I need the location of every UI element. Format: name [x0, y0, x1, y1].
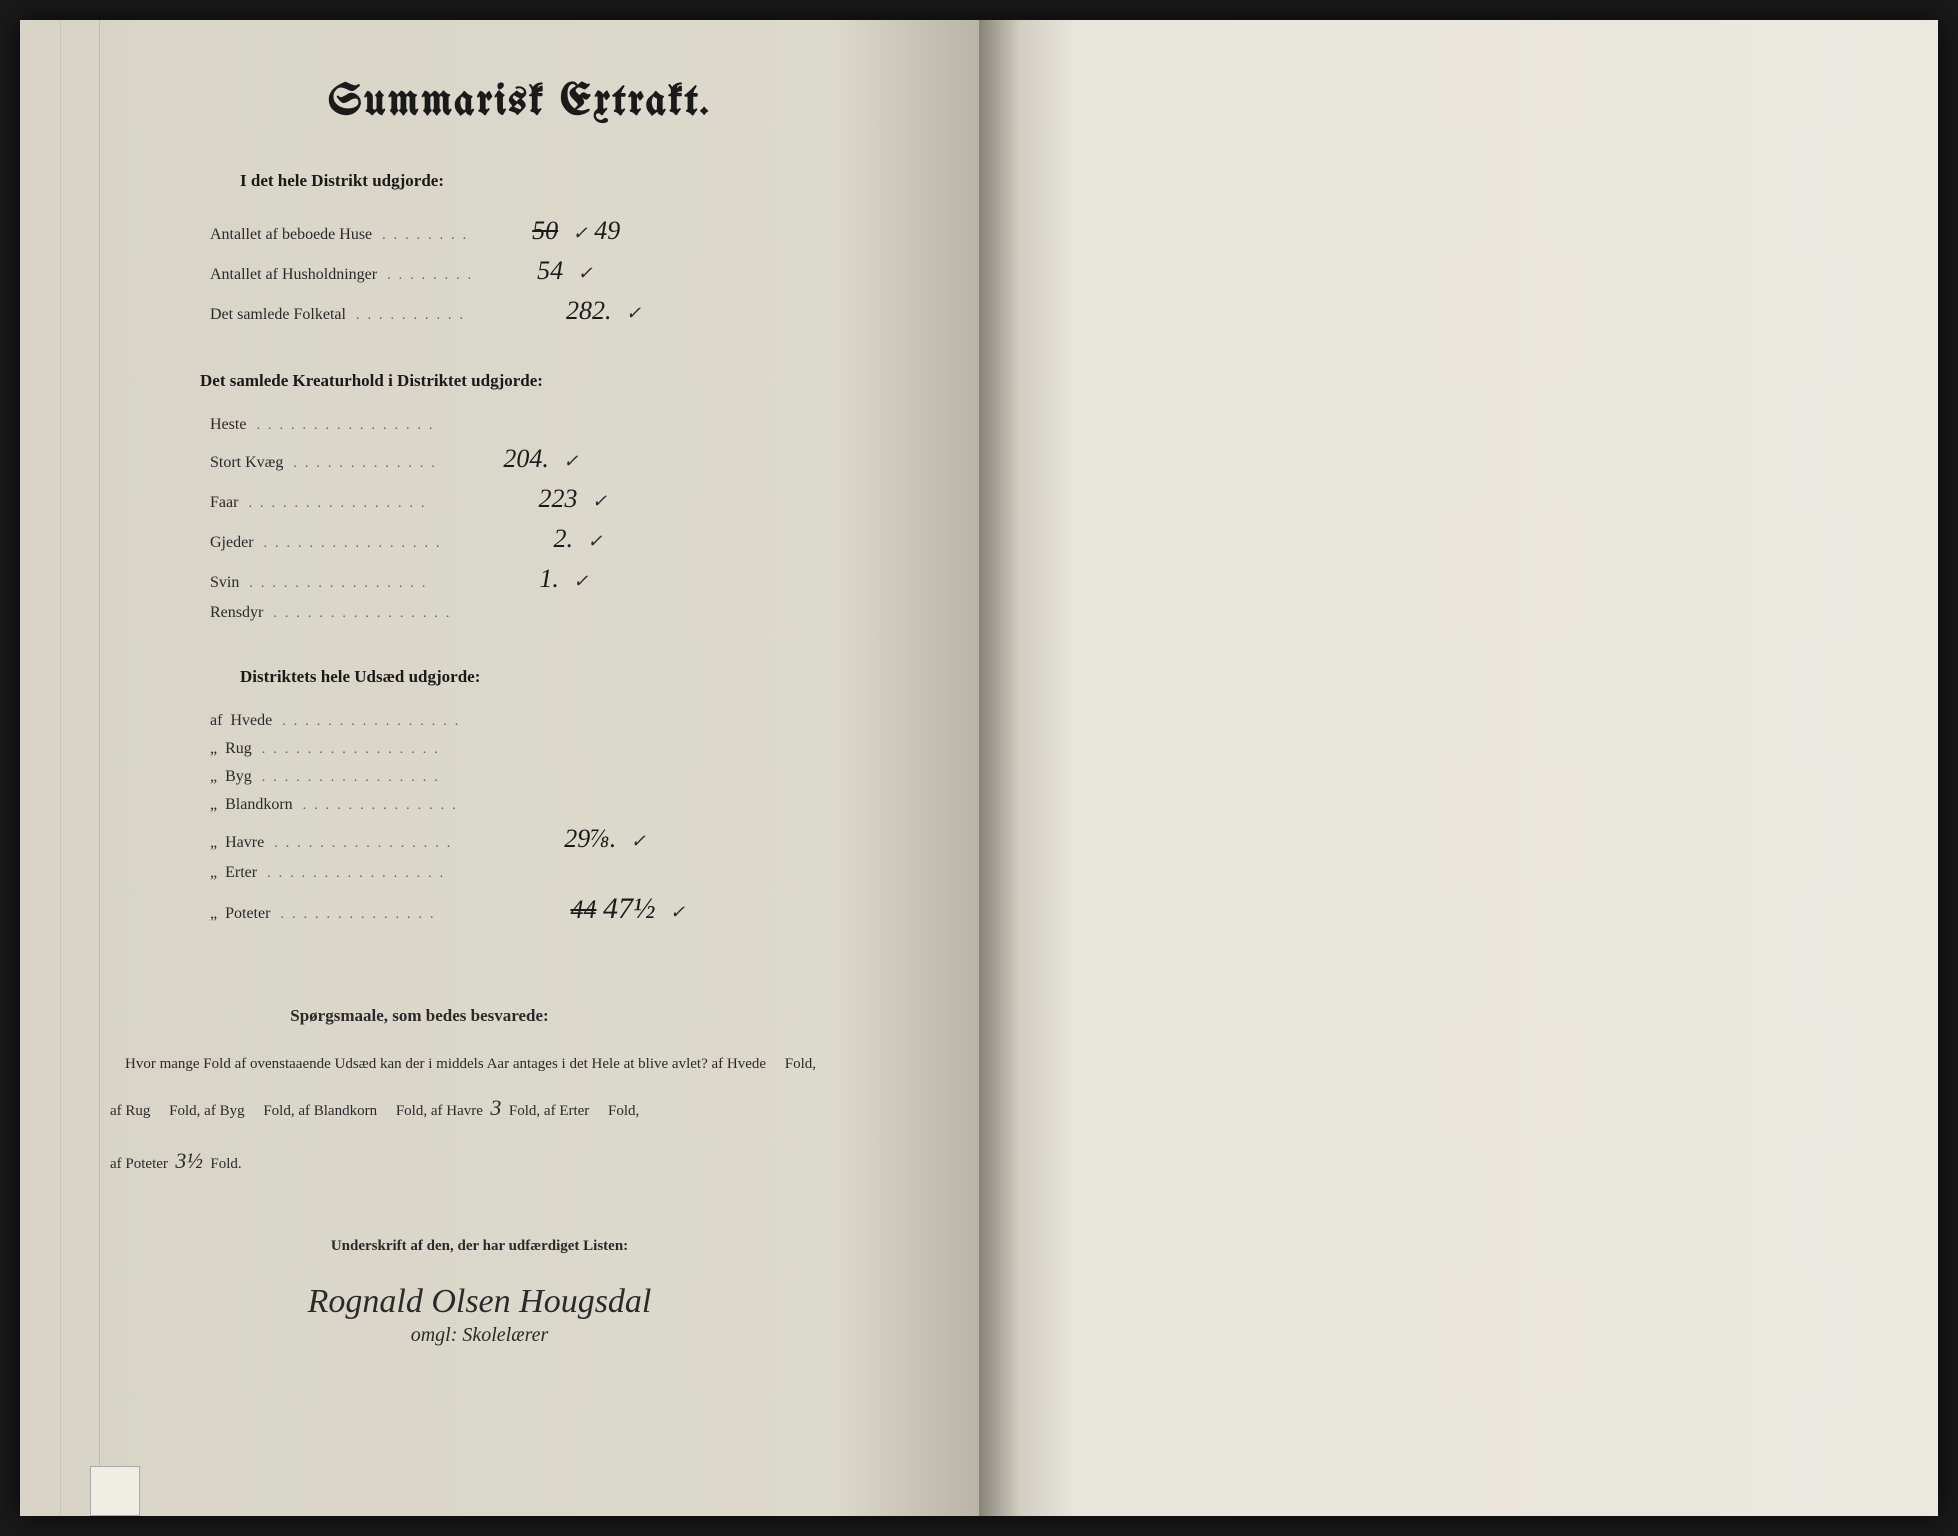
- label: Poteter: [225, 905, 270, 923]
- row-horses: Heste ................: [110, 416, 929, 434]
- leader-dots: ................: [264, 836, 544, 852]
- signature-subtitle: omgl: Skolelærer: [110, 1324, 849, 1347]
- row-barley: „ Byg ................: [110, 768, 929, 786]
- row-mixed-grain: „ Blandkorn ..............: [110, 796, 929, 814]
- row-population: Det samlede Folketal .......... 282. ✓: [110, 296, 929, 326]
- value: 44 47½ ✓: [570, 892, 685, 926]
- leader-dots: ................: [252, 742, 532, 758]
- value: 1. ✓: [539, 564, 588, 594]
- prefix: „: [210, 834, 217, 852]
- label: Antallet af beboede Huse: [210, 226, 372, 244]
- section2-heading: Det samlede Kreaturhold i Distriktet udg…: [110, 371, 929, 391]
- leader-dots: ................: [239, 576, 519, 592]
- leader-dots: ................: [272, 714, 552, 730]
- leader-dots: .............: [283, 456, 483, 472]
- label: Svin: [210, 574, 239, 592]
- label: Antallet af Husholdninger: [210, 266, 377, 284]
- leader-dots: ........: [377, 268, 517, 284]
- question-heading: Spørgsmaale, som bedes besvarede:: [110, 1006, 929, 1026]
- leader-dots: ..............: [293, 798, 573, 814]
- label: Hvede: [230, 712, 272, 730]
- leader-dots: ................: [252, 770, 532, 786]
- value: 29⅞. ✓: [564, 824, 646, 854]
- label: Stort Kvæg: [210, 454, 283, 472]
- row-cattle: Stort Kvæg ............. 204. ✓: [110, 444, 929, 474]
- leader-dots: ................: [238, 496, 518, 512]
- label: Det samlede Folketal: [210, 306, 346, 324]
- question-body: Hvor mange Fold af ovenstaaende Udsæd ka…: [110, 1026, 929, 1188]
- prefix: „: [210, 768, 217, 786]
- signature-name: Rognald Olsen Hougsdal: [110, 1280, 849, 1324]
- leader-dots: ................: [263, 606, 543, 622]
- value: 54 ✓: [537, 256, 593, 286]
- prefix: af: [210, 712, 222, 730]
- label: Faar: [210, 494, 238, 512]
- signature-label: Underskrift af den, der har udfærdiget L…: [110, 1238, 849, 1255]
- row-reindeer: Rensdyr ................: [110, 604, 929, 622]
- document-scan: Summarisk Extrakt. I det hele Distrikt u…: [20, 20, 1938, 1516]
- label: Havre: [225, 834, 264, 852]
- binding-shadow: [979, 20, 1019, 1516]
- row-rye: „ Rug ................: [110, 740, 929, 758]
- value: 2. ✓: [554, 524, 603, 554]
- prefix: „: [210, 905, 217, 923]
- leader-dots: ................: [254, 536, 534, 552]
- row-goats: Gjeder ................ 2. ✓: [110, 524, 929, 554]
- leader-dots: ........: [372, 228, 512, 244]
- label: Rensdyr: [210, 604, 263, 622]
- section3-heading: Distriktets hele Udsæd udgjorde:: [110, 667, 929, 687]
- label: Erter: [225, 864, 257, 882]
- label: Gjeder: [210, 534, 254, 552]
- value: 204. ✓: [503, 444, 578, 474]
- label: Rug: [225, 740, 252, 758]
- label: Heste: [210, 416, 246, 434]
- label: Blandkorn: [225, 796, 293, 814]
- row-oats: „ Havre ................ 29⅞. ✓: [110, 824, 929, 854]
- left-page: Summarisk Extrakt. I det hele Distrikt u…: [20, 20, 979, 1516]
- archive-tab: [90, 1466, 140, 1516]
- section1-heading: I det hele Distrikt udgjorde:: [110, 171, 929, 191]
- prefix: „: [210, 864, 217, 882]
- value: 50 ✓ 49: [532, 216, 620, 246]
- leader-dots: ................: [257, 866, 537, 882]
- prefix: „: [210, 796, 217, 814]
- leader-dots: ..........: [346, 308, 546, 324]
- question-section: Spørgsmaale, som bedes besvarede: Hvor m…: [110, 1006, 929, 1188]
- row-households: Antallet af Husholdninger ........ 54 ✓: [110, 256, 929, 286]
- right-page: [979, 20, 1938, 1516]
- value: 282. ✓: [566, 296, 641, 326]
- row-potatoes: „ Poteter .............. 44 47½ ✓: [110, 892, 929, 926]
- row-wheat: af Hvede ................: [110, 712, 929, 730]
- value: 223 ✓: [538, 484, 607, 514]
- row-sheep: Faar ................ 223 ✓: [110, 484, 929, 514]
- signature-block: Underskrift af den, der har udfærdiget L…: [110, 1238, 929, 1347]
- prefix: „: [210, 740, 217, 758]
- margin-rule: [20, 20, 100, 1516]
- label: Byg: [225, 768, 252, 786]
- page-title: Summarisk Extrakt.: [110, 80, 929, 126]
- leader-dots: ..............: [270, 907, 550, 923]
- row-peas: „ Erter ................: [110, 864, 929, 882]
- row-houses: Antallet af beboede Huse ........ 50 ✓ 4…: [110, 216, 929, 246]
- row-pigs: Svin ................ 1. ✓: [110, 564, 929, 594]
- leader-dots: ................: [246, 418, 526, 434]
